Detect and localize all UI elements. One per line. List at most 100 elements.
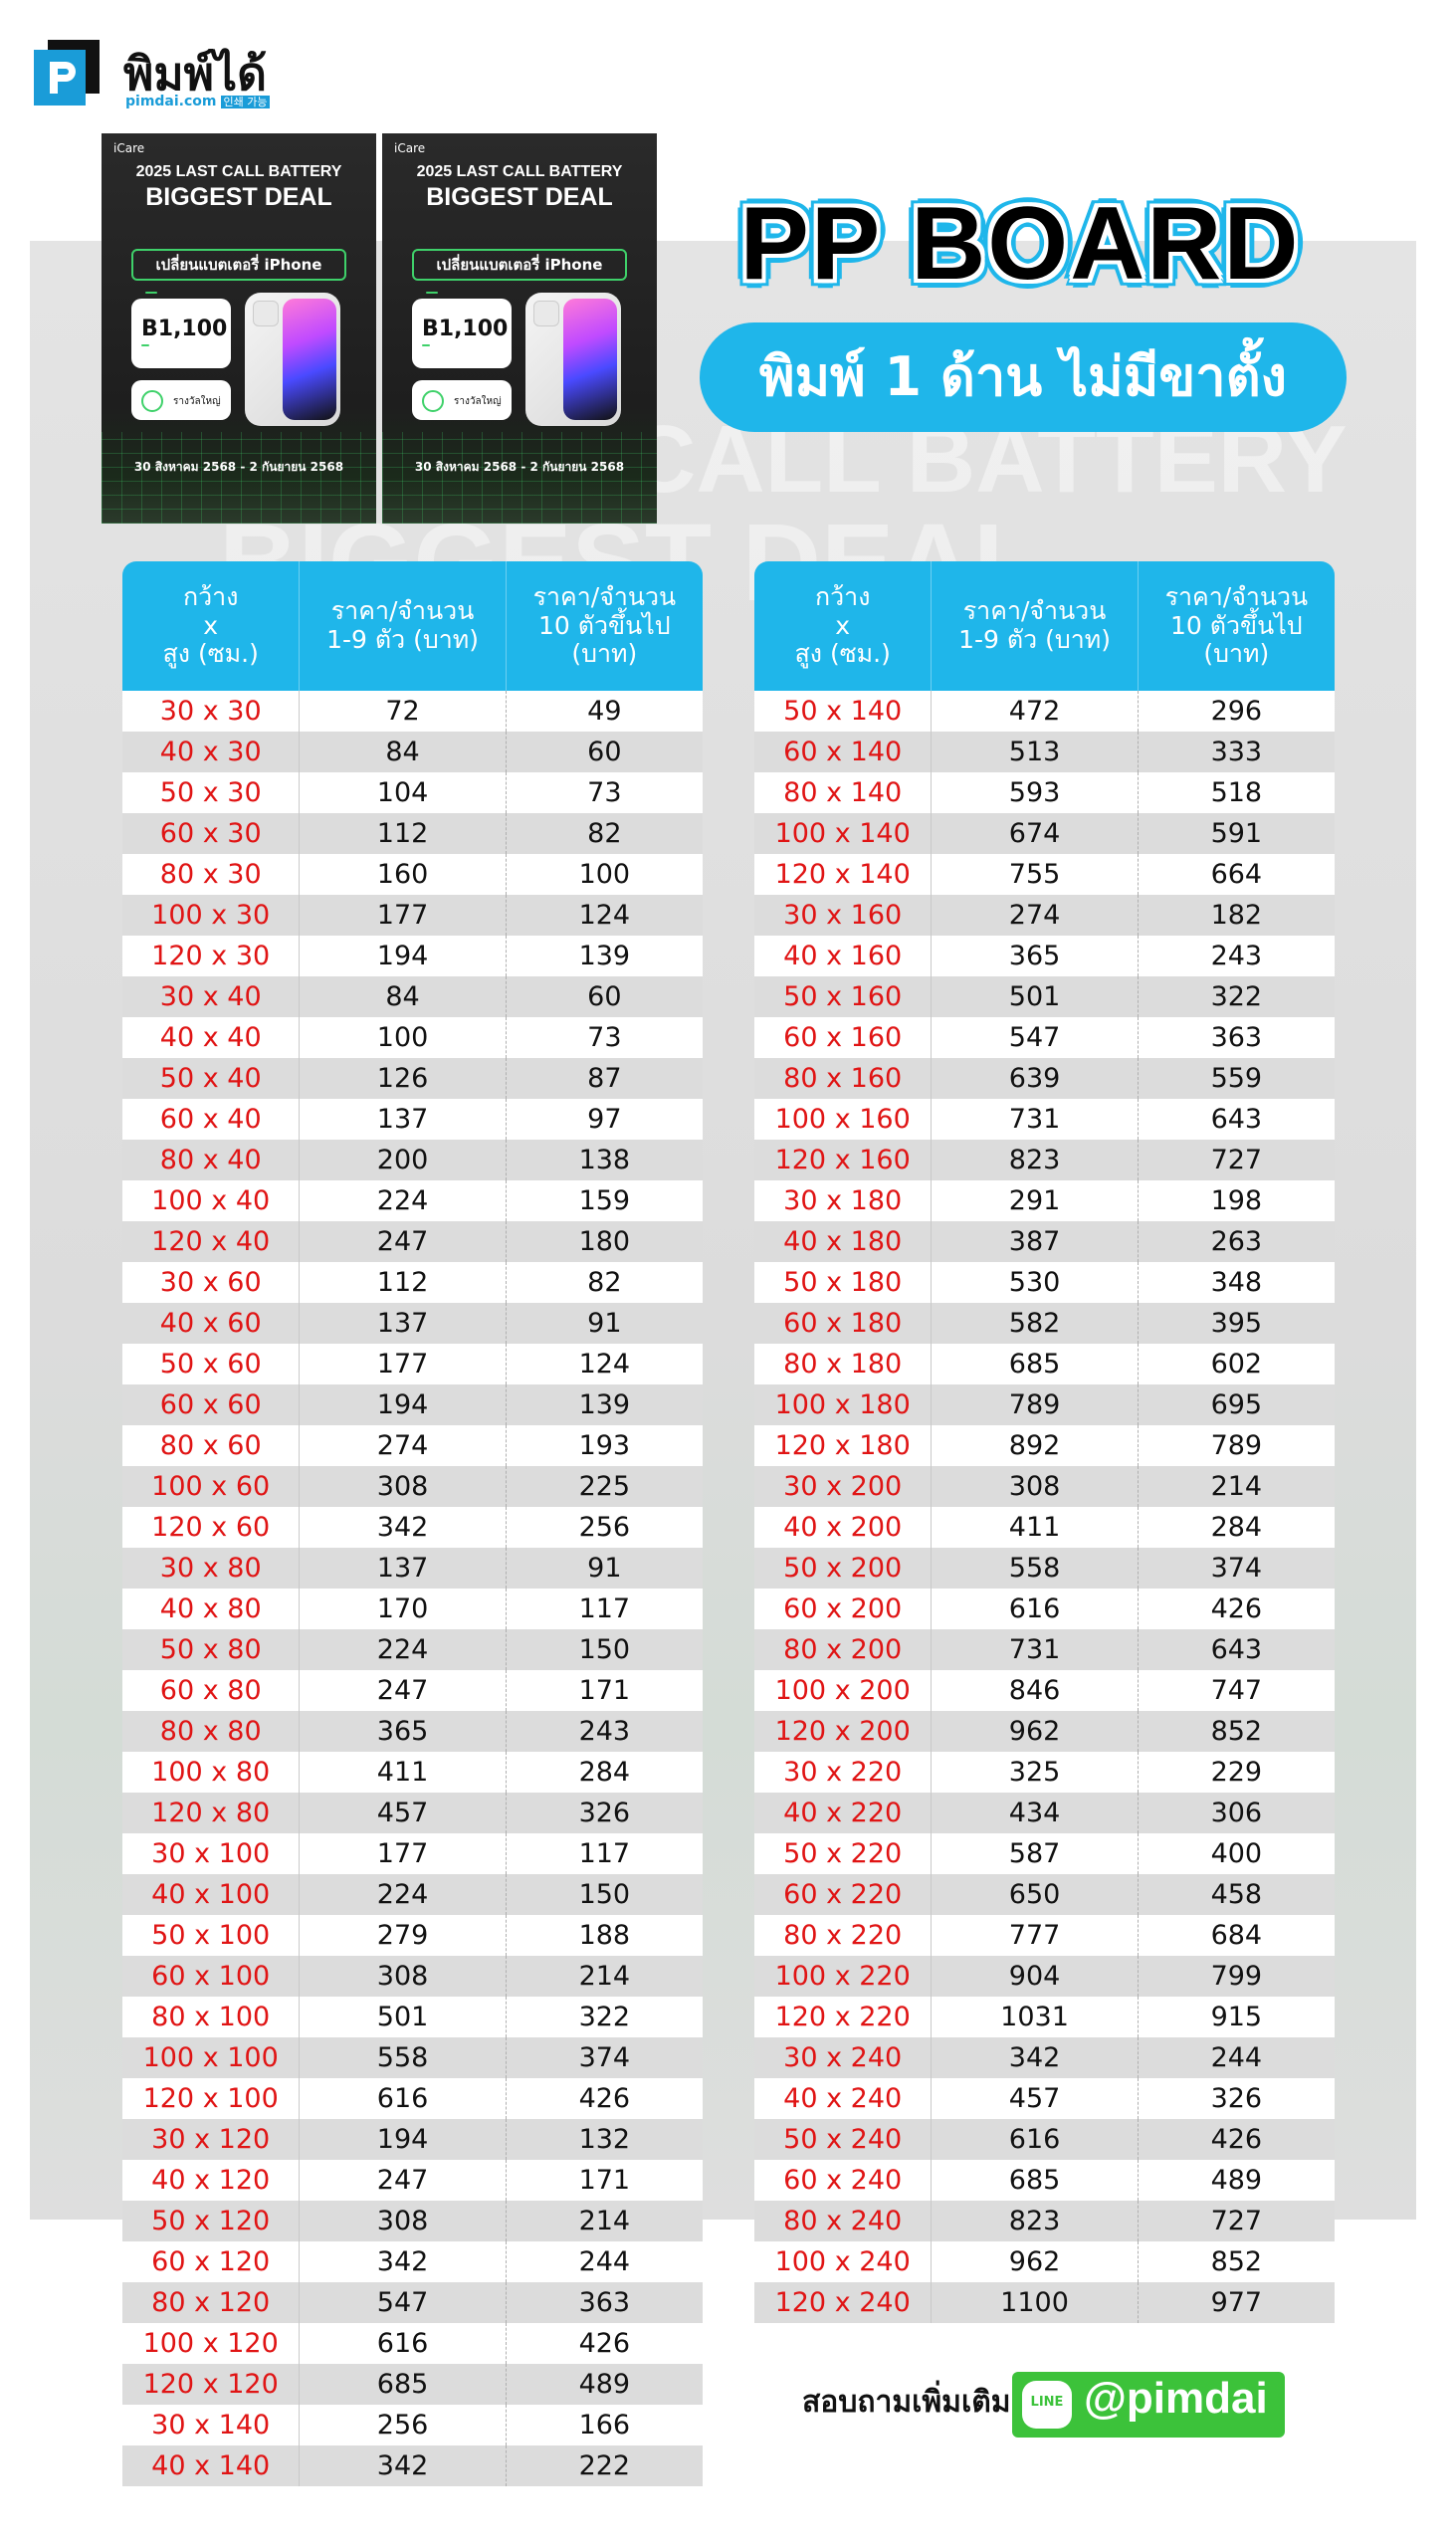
price-bulk-cell: 124 xyxy=(578,1349,631,1380)
price-small-cell: 137 xyxy=(300,1548,507,1589)
price-bulk-cell: 49 xyxy=(587,696,622,727)
table-row: 100 x 220 904 799 xyxy=(754,1956,1335,1997)
price-bulk-cell: 73 xyxy=(587,1022,622,1053)
poster-note xyxy=(141,344,149,346)
price-bulk-cell: 852 xyxy=(1210,2246,1263,2277)
price-small-cell: 308 xyxy=(300,1956,507,1997)
price-small-cell: 616 xyxy=(932,2119,1139,2160)
price-small-cell: 731 xyxy=(932,1629,1139,1670)
line-contact-button[interactable]: LINE @pimdai xyxy=(1012,2372,1285,2438)
table-row: 120 x 30 194 139 xyxy=(122,936,703,976)
price-bulk-cell: 60 xyxy=(587,737,622,767)
price-bulk-cell: 150 xyxy=(578,1879,631,1910)
price-bulk-cell: 214 xyxy=(1210,1471,1263,1502)
price-small-cell: 1031 xyxy=(932,1997,1139,2037)
size-cell: 60 x 80 xyxy=(122,1670,301,1711)
price-small-cell: 177 xyxy=(300,895,507,936)
price-bulk-cell: 684 xyxy=(1210,1920,1263,1951)
table-row: 30 x 240 342 244 xyxy=(754,2037,1335,2078)
price-small-cell: 685 xyxy=(300,2364,507,2405)
price-bulk-cell: 284 xyxy=(578,1757,631,1788)
poster-price-card: B1,100 xyxy=(412,292,512,368)
table-row: 80 x 240 823 727 xyxy=(754,2201,1335,2241)
price-small-cell: 137 xyxy=(300,1303,507,1344)
price-bulk-cell: 100 xyxy=(578,859,631,890)
price-small-cell: 274 xyxy=(932,895,1139,936)
table-body: 30 x 30 72 49 40 x 30 84 60 50 x 30 104 73 60 x 3… xyxy=(122,691,703,2486)
price-bulk-cell: 591 xyxy=(1210,818,1263,849)
header-size: กว้าง x สูง (ซม.) xyxy=(122,561,301,691)
poster-option-icon xyxy=(422,390,444,412)
price-small-cell: 342 xyxy=(300,2241,507,2282)
table-row: 30 x 220 325 229 xyxy=(754,1752,1335,1793)
table-row: 30 x 180 291 198 xyxy=(754,1180,1335,1221)
table-row: 40 x 180 387 263 xyxy=(754,1221,1335,1262)
header-price-bulk: ราคา/จำนวน 10 ตัวขึ้นไป (บาท) xyxy=(1164,581,1309,669)
price-bulk-cell: 426 xyxy=(1210,1593,1263,1624)
size-cell: 80 x 30 xyxy=(122,854,301,895)
price-table-right: กว้าง x สูง (ซม.) ราคา/จำนวน 1-9 ตัว (บาท) … xyxy=(754,561,1335,2323)
size-cell: 120 x 180 xyxy=(754,1425,933,1466)
poster-option-card: รางวัลใหญ่ xyxy=(131,380,231,420)
price-small-cell: 170 xyxy=(300,1589,507,1629)
size-cell: 80 x 40 xyxy=(122,1140,301,1180)
table-row: 40 x 200 411 284 xyxy=(754,1507,1335,1548)
price-small-cell: 558 xyxy=(300,2037,507,2078)
price-bulk-cell: 117 xyxy=(578,1593,631,1624)
price-bulk-cell: 426 xyxy=(1210,2124,1263,2155)
price-small-cell: 616 xyxy=(300,2323,507,2364)
price-small-cell: 593 xyxy=(932,772,1139,813)
poster-brand: iCare xyxy=(394,141,426,155)
price-small-cell: 904 xyxy=(932,1956,1139,1997)
table-row: 40 x 160 365 243 xyxy=(754,936,1335,976)
table-row: 120 x 60 342 256 xyxy=(122,1507,703,1548)
size-cell: 50 x 80 xyxy=(122,1629,301,1670)
price-bulk-cell: 333 xyxy=(1210,737,1263,767)
price-bulk-cell: 374 xyxy=(1210,1553,1263,1584)
table-row: 120 x 80 457 326 xyxy=(122,1793,703,1833)
size-cell: 120 x 100 xyxy=(122,2078,301,2119)
table-row: 100 x 30 177 124 xyxy=(122,895,703,936)
size-cell: 30 x 200 xyxy=(754,1466,933,1507)
price-bulk-cell: 263 xyxy=(1210,1226,1263,1257)
price-small-cell: 411 xyxy=(932,1507,1139,1548)
poster-sample-2: iCare 2025 LAST CALL BATTERY BIGGEST DEA… xyxy=(382,133,657,524)
size-cell: 80 x 220 xyxy=(754,1915,933,1956)
table-row: 80 x 120 547 363 xyxy=(122,2282,703,2323)
price-small-cell: 777 xyxy=(932,1915,1139,1956)
size-cell: 60 x 180 xyxy=(754,1303,933,1344)
poster-tag xyxy=(426,292,438,294)
size-cell: 80 x 180 xyxy=(754,1344,933,1384)
price-small-cell: 731 xyxy=(932,1099,1139,1140)
size-cell: 60 x 200 xyxy=(754,1589,933,1629)
page-title: PP BOARD xyxy=(739,186,1301,302)
logo-mark-icon xyxy=(34,40,100,106)
table-row: 30 x 200 308 214 xyxy=(754,1466,1335,1507)
price-bulk-cell: 395 xyxy=(1210,1308,1263,1339)
size-cell: 120 x 200 xyxy=(754,1711,933,1752)
price-bulk-cell: 363 xyxy=(1210,1022,1263,1053)
table-row: 50 x 200 558 374 xyxy=(754,1548,1335,1589)
price-bulk-cell: 284 xyxy=(1210,1512,1263,1543)
price-small-cell: 501 xyxy=(300,1997,507,2037)
price-bulk-cell: 374 xyxy=(578,2042,631,2073)
table-row: 50 x 240 616 426 xyxy=(754,2119,1335,2160)
size-cell: 40 x 30 xyxy=(122,732,301,772)
table-row: 50 x 30 104 73 xyxy=(122,772,703,813)
price-bulk-cell: 138 xyxy=(578,1145,631,1175)
table-row: 40 x 60 137 91 xyxy=(122,1303,703,1344)
price-small-cell: 194 xyxy=(300,2119,507,2160)
price-bulk-cell: 789 xyxy=(1210,1430,1263,1461)
size-cell: 120 x 240 xyxy=(754,2282,933,2323)
price-small-cell: 279 xyxy=(300,1915,507,1956)
table-row: 50 x 220 587 400 xyxy=(754,1833,1335,1874)
price-bulk-cell: 182 xyxy=(1210,900,1263,931)
size-cell: 30 x 100 xyxy=(122,1833,301,1874)
size-cell: 100 x 140 xyxy=(754,813,933,854)
price-small-cell: 194 xyxy=(300,1384,507,1425)
table-row: 60 x 80 247 171 xyxy=(122,1670,703,1711)
price-small-cell: 457 xyxy=(300,1793,507,1833)
price-small-cell: 501 xyxy=(932,976,1139,1017)
price-small-cell: 472 xyxy=(932,691,1139,732)
price-bulk-cell: 489 xyxy=(1210,2165,1263,2196)
